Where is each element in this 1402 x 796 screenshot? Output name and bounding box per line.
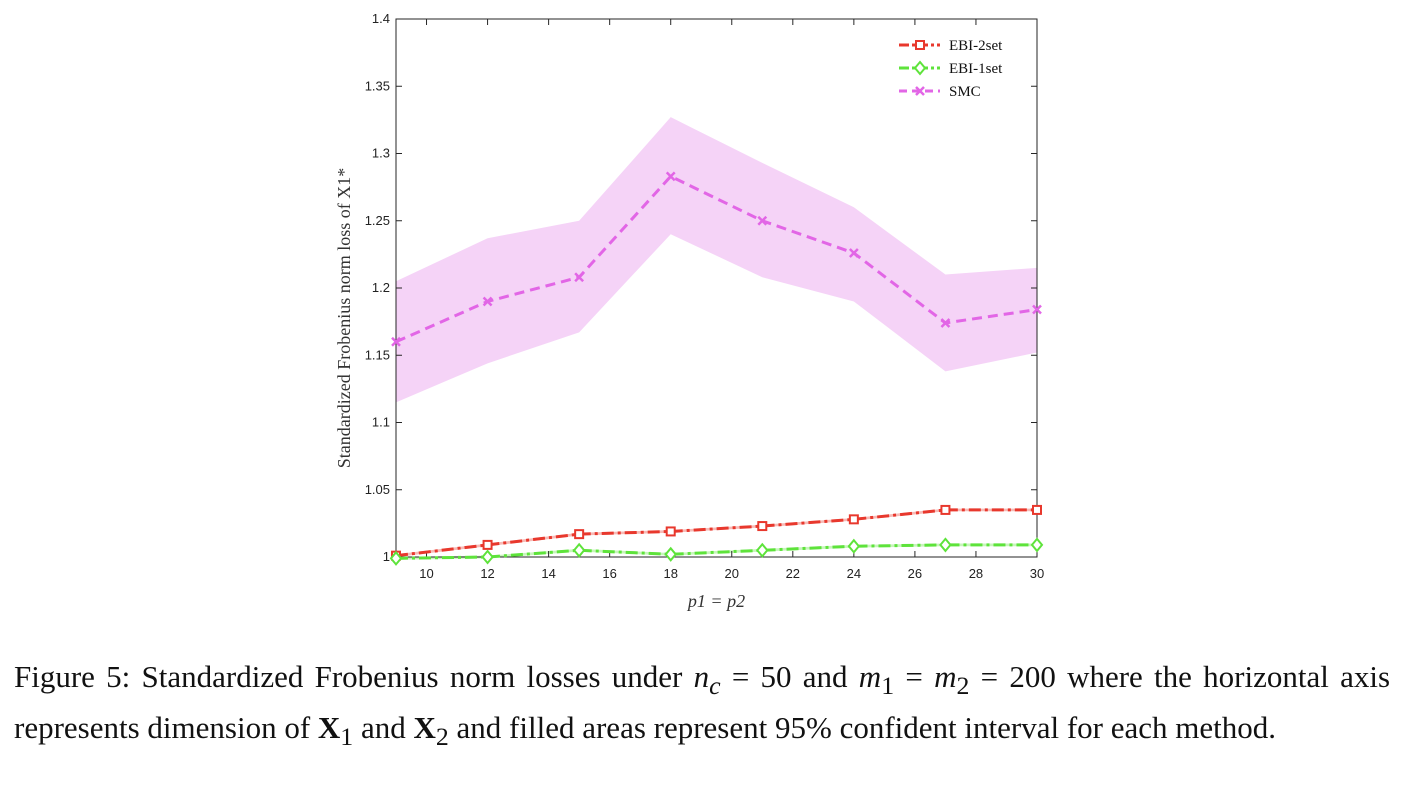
y-tick-label: 1.4 (372, 11, 390, 26)
y-tick-label: 1.3 (372, 146, 390, 161)
series-line-ebi-2set (395, 508, 1037, 558)
data-point-ebi-2set (574, 529, 585, 540)
data-point-ebi-2set (665, 526, 676, 537)
x-tick-label: 26 (908, 566, 922, 581)
x-tick-label: 18 (663, 566, 677, 581)
caption-math-x1: X (317, 710, 341, 746)
legend: EBI-2set EBI-1set SMC (899, 38, 1003, 100)
chart: 10 12 14 16 18 20 22 24 26 28 30 1 1.05 1.1 1.15 1.2 1.2… (334, 11, 1044, 611)
data-point-ebi-2set (757, 521, 768, 532)
legend-label-ebi-1set: EBI-1set (949, 61, 1003, 77)
caption-math-m1: m (858, 659, 882, 694)
data-point-smc (757, 215, 768, 226)
legend-label-smc: SMC (949, 84, 981, 100)
legend-marker-ebi-1set (913, 60, 927, 76)
y-tick-label: 1.1 (372, 415, 390, 430)
caption-math-x1-sub: 1 (340, 722, 354, 752)
y-tick-label: 1.35 (365, 78, 390, 93)
caption-math-x2-sub: 2 (435, 722, 449, 752)
x-tick-label: 12 (480, 566, 494, 581)
caption-math-x2: X (413, 710, 436, 746)
figure: 10 12 14 16 18 20 22 24 26 28 30 1 1.05 1.1 1.15 1.2 1.2… (334, 11, 1044, 611)
y-tick-label: 1 (383, 549, 390, 564)
y-axis-label: Standardized Frobenius norm loss of X1* (334, 168, 354, 468)
data-point-ebi-1set (389, 550, 403, 566)
confidence-band-ebi-1set (396, 543, 1037, 560)
data-point-smc (574, 272, 585, 283)
caption-text-6: and filled areas represent 95% confident… (448, 710, 1276, 746)
caption-math-n-sub: c (709, 671, 721, 701)
data-point-ebi-1set (847, 538, 861, 554)
caption-text-2: = 50 and (720, 659, 859, 694)
y-tick-label: 1.15 (365, 347, 390, 362)
x-tick-label: 14 (541, 566, 555, 581)
x-tick-label: 16 (602, 566, 616, 581)
data-point-smc (940, 318, 951, 328)
data-point-smc (1032, 304, 1042, 315)
data-point-ebi-2set (940, 504, 951, 515)
legend-marker-smc (915, 86, 925, 96)
data-point-smc (848, 248, 859, 258)
data-point-ebi-1set (481, 549, 494, 565)
figure-caption: Figure 5: Standardized Frobenius norm lo… (14, 656, 1390, 758)
x-tick-label: 22 (786, 566, 800, 581)
data-point-ebi-1set (755, 542, 769, 558)
data-point-ebi-1set (572, 542, 586, 558)
data-point-ebi-2set (1032, 504, 1042, 515)
data-point-ebi-2set (482, 539, 493, 550)
data-point-smc (482, 296, 493, 307)
series-line-ebi-1set (395, 543, 1037, 560)
caption-text-5: and (353, 710, 414, 746)
legend-label-ebi-2set: EBI-2set (949, 38, 1003, 54)
data-point-smc (391, 336, 401, 347)
data-point-ebi-1set (939, 537, 952, 553)
data-point-smc (665, 171, 676, 182)
x-tick-label: 24 (847, 566, 861, 581)
caption-math-m1-sub: 1 (881, 671, 895, 701)
y-tick-label: 1.2 (372, 280, 390, 295)
caption-text-3: = (894, 659, 935, 694)
x-tick-label: 30 (1030, 566, 1044, 581)
x-tick-label: 20 (725, 566, 739, 581)
caption-math-m2: m (934, 659, 957, 694)
y-tick-label: 1.25 (365, 213, 390, 228)
x-tick-label: 28 (969, 566, 983, 581)
confidence-band-smc (396, 117, 1037, 403)
legend-marker-ebi-2set (915, 40, 925, 50)
data-point-ebi-1set (1030, 537, 1044, 553)
caption-text-4: = 200 where the horizontal axis represen… (14, 659, 1391, 746)
caption-math-n: n (693, 659, 710, 694)
data-point-ebi-1set (664, 546, 678, 562)
data-point-ebi-2set (848, 514, 859, 525)
x-tick-label: 10 (419, 566, 433, 581)
series-line-smc (395, 174, 1038, 344)
y-tick-label: 1.05 (365, 482, 390, 497)
x-axis-label: p1 = p2 (686, 591, 745, 611)
caption-text-1: Figure 5: Standardized Frobenius norm lo… (14, 659, 694, 694)
caption-math-m2-sub: 2 (956, 671, 970, 701)
